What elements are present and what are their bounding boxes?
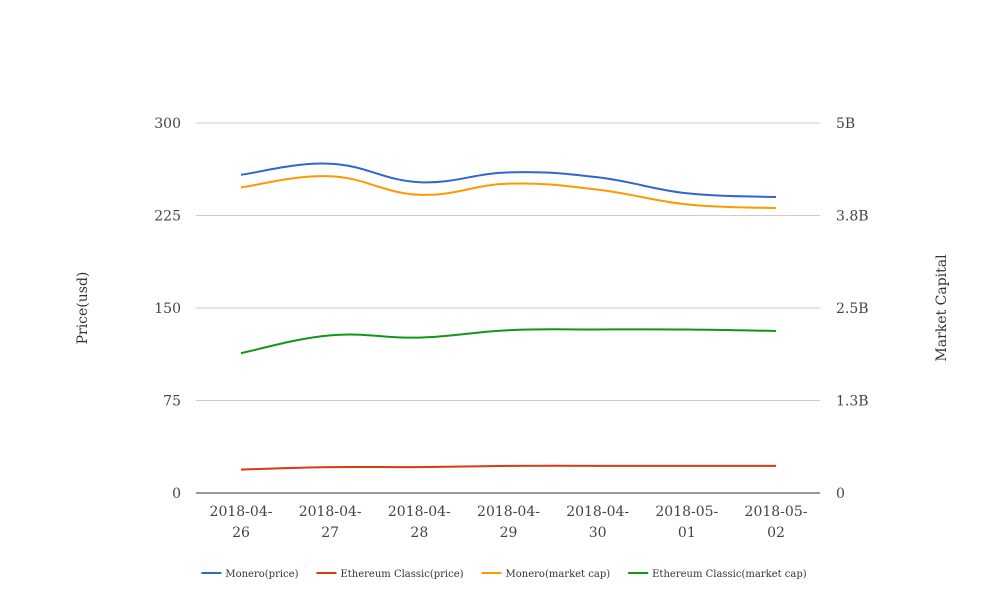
series-line-ethereum-classic-price: [240, 464, 776, 471]
y-left-tick-label: 75: [163, 394, 181, 410]
y-right-tick-label: 0: [836, 486, 845, 502]
grid-lines: [196, 122, 820, 401]
x-tick-label: 2018-04-26: [210, 504, 273, 541]
y-left-tick-label: 225: [154, 209, 181, 225]
x-tick-label: 2018-05-02: [745, 504, 808, 541]
legend-label: Monero(market cap): [506, 569, 611, 580]
axes: 0 0 75 1.3B 150 2.5B 225 3.8B 300 5B 2018-04-26 201…: [154, 116, 868, 541]
y-right-tick-label: 5B: [836, 116, 855, 132]
y-left-tick-label: 300: [154, 116, 181, 132]
legend: Monero(price) Ethereum Classic(price) Mone…: [201, 569, 807, 580]
x-tick-label: 2018-04-29: [477, 504, 540, 541]
legend-label: Ethereum Classic(price): [340, 569, 463, 580]
series-line-monero-market-cap: [240, 175, 777, 210]
y-right-tick-label: 2.5B: [836, 301, 869, 317]
y-axis-left-title: Price(usd): [75, 272, 91, 345]
legend-label: Monero(price): [225, 569, 298, 580]
y-right-tick-label: 1.3B: [836, 394, 869, 410]
series-line-monero-price: [240, 162, 777, 198]
y-left-tick-label: 0: [172, 486, 181, 502]
x-tick-label: 2018-04-28: [388, 504, 451, 541]
x-tick-label: 2018-05-01: [655, 504, 718, 541]
y-right-tick-label: 3.8B: [836, 209, 869, 225]
series-line-ethereum-classic-market-cap: [240, 328, 777, 355]
x-tick-label: 2018-04-27: [299, 504, 362, 541]
x-tick-label: 2018-04-30: [566, 504, 629, 541]
y-left-tick-label: 150: [154, 301, 181, 317]
y-axis-right-title: Market Capital: [934, 254, 950, 362]
legend-label: Ethereum Classic(market cap): [652, 569, 807, 580]
series-lines: [240, 162, 777, 471]
